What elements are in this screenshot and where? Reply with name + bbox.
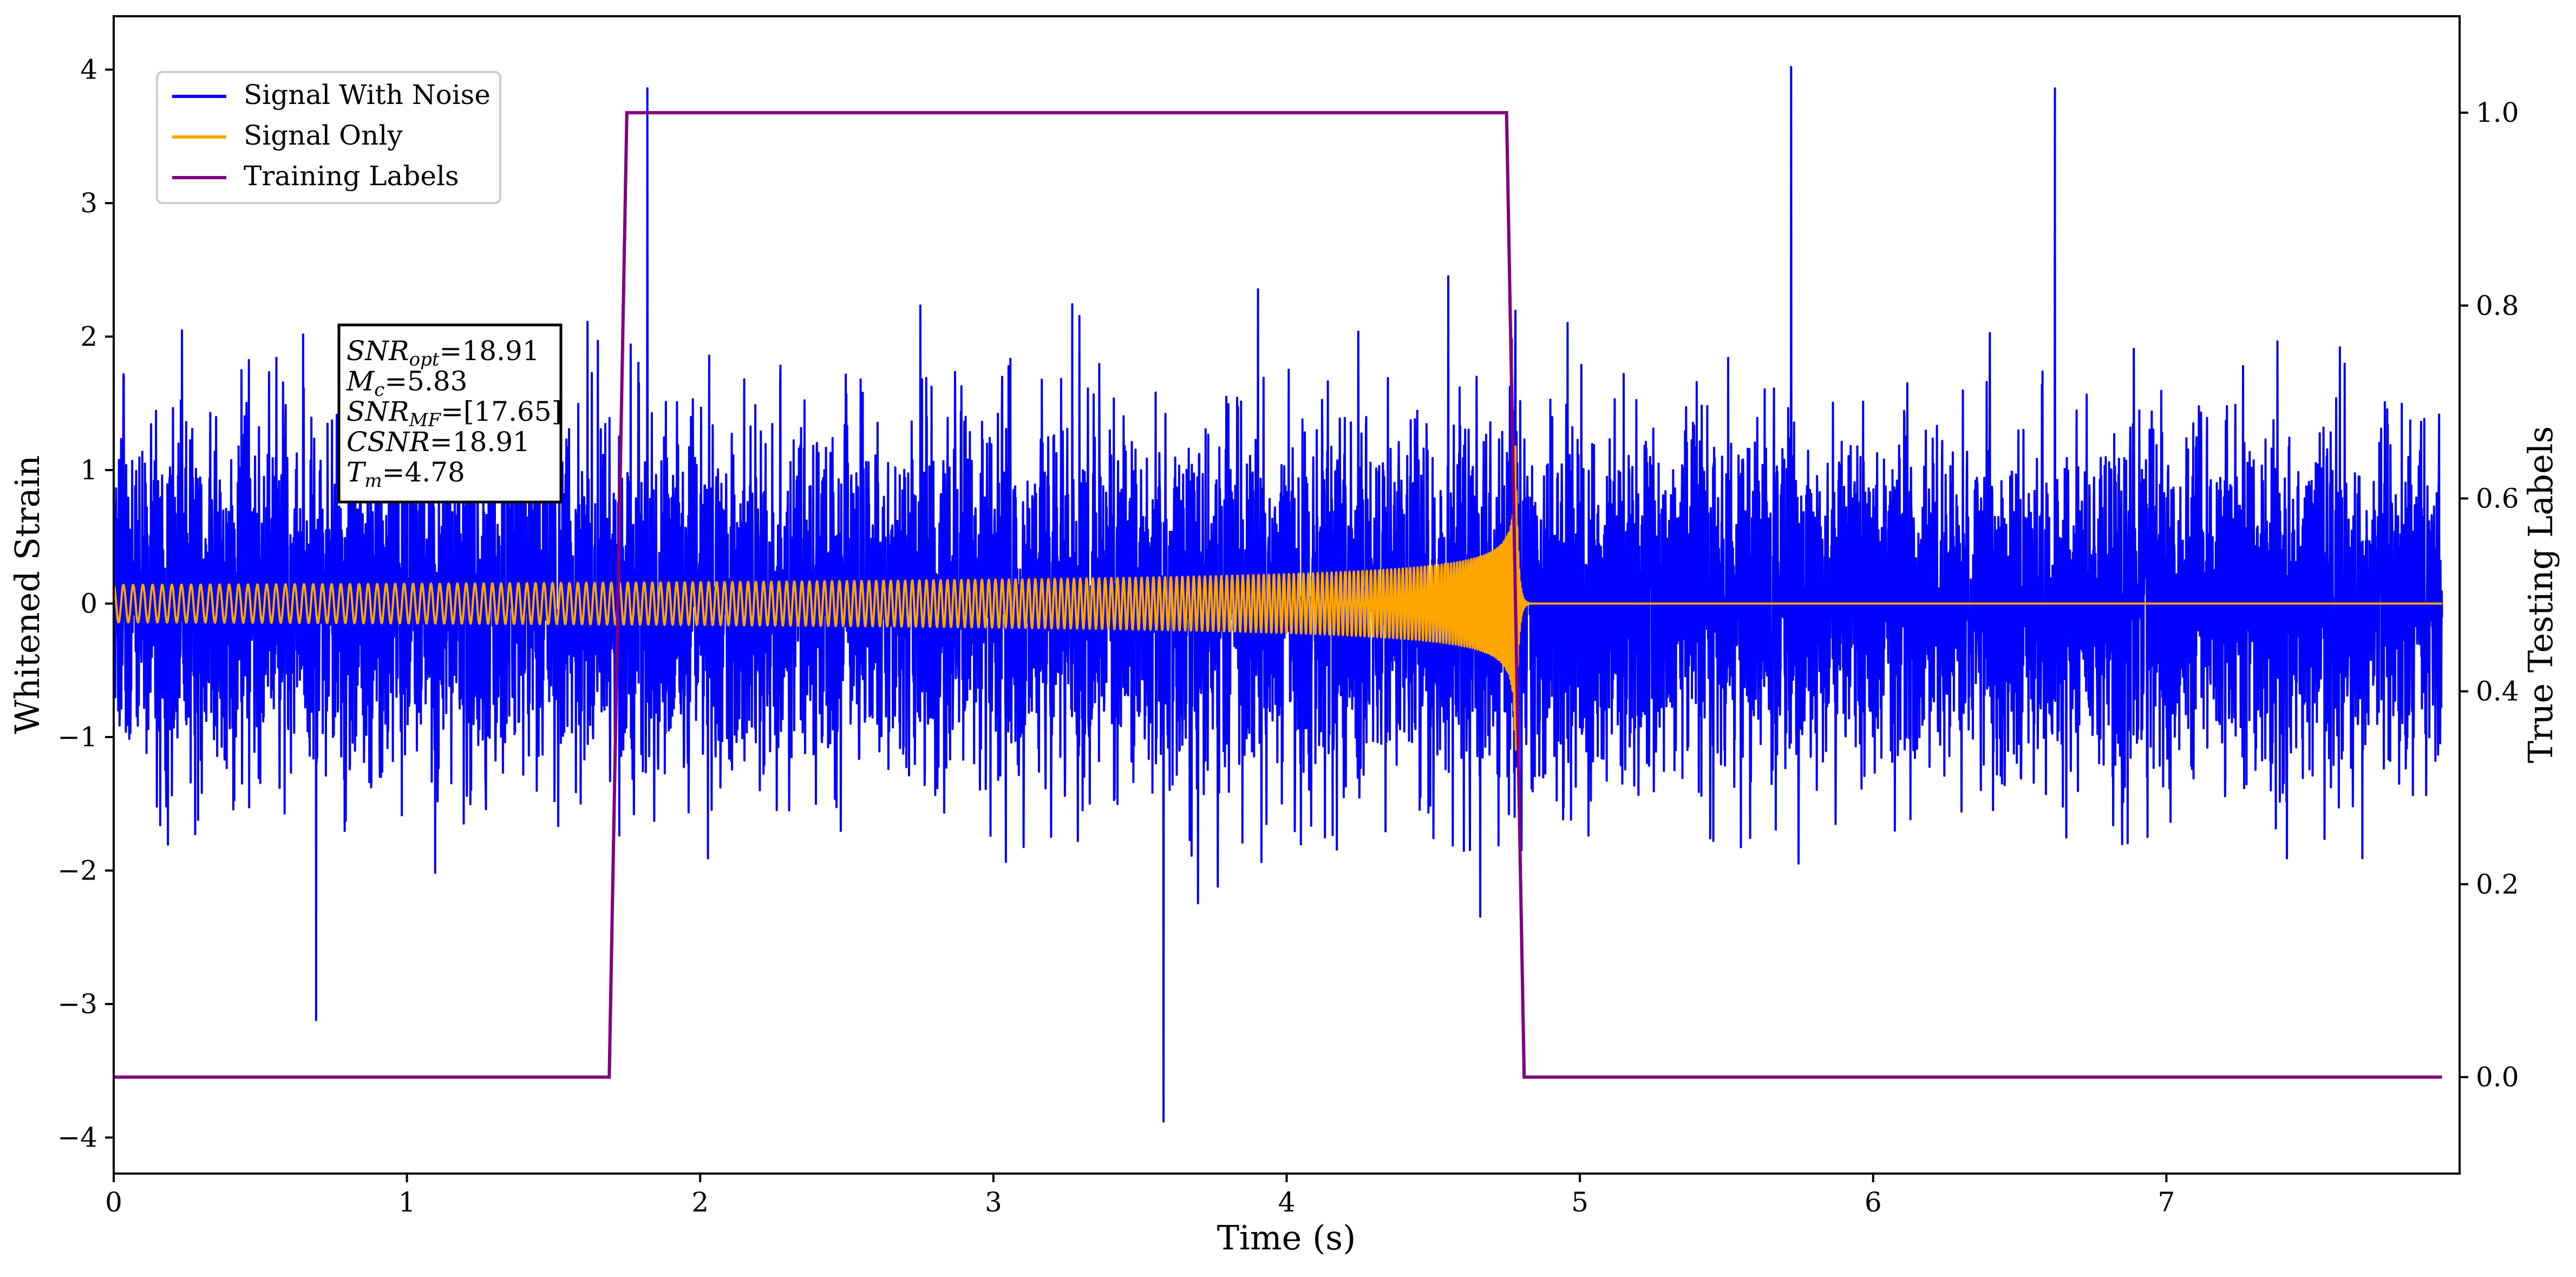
y-axis-left-label: Whitened Strain bbox=[8, 455, 47, 734]
annotation-line: Tm=4.78 bbox=[346, 457, 465, 492]
y-left-tick-label: −4 bbox=[57, 1122, 97, 1153]
x-tick-label: 4 bbox=[1278, 1187, 1296, 1218]
y-right-tick-label: 0.4 bbox=[2476, 676, 2519, 707]
y-right-tick-label: 0.8 bbox=[2476, 290, 2519, 321]
y-right-tick-label: 0.0 bbox=[2476, 1061, 2519, 1093]
annotation-line: SNRopt=18.91 bbox=[346, 335, 540, 370]
x-tick-label: 3 bbox=[985, 1187, 1002, 1218]
x-tick-label: 6 bbox=[1865, 1187, 1882, 1218]
legend: Signal With Noise Signal Only Training L… bbox=[156, 71, 501, 204]
x-tick-label: 7 bbox=[2157, 1187, 2175, 1218]
x-tick-label: 2 bbox=[691, 1187, 709, 1218]
x-tick-label: 1 bbox=[398, 1187, 416, 1218]
series-training-labels bbox=[114, 111, 2442, 1079]
x-axis-label: Time (s) bbox=[1217, 1218, 1356, 1258]
y-left-tick-label: −3 bbox=[57, 988, 97, 1020]
y-right-tick-label: 1.0 bbox=[2476, 97, 2519, 128]
legend-label-signal: Signal Only bbox=[244, 120, 403, 151]
y-axis-right-label: True Testing Labels bbox=[2521, 426, 2560, 764]
annotation-line: CSNR=18.91 bbox=[346, 426, 530, 458]
annotation-lines: SNRopt=18.91Mc=5.83SNRMF=[17.65]CSNR=18.… bbox=[346, 335, 562, 492]
annotation-line: Mc=5.83 bbox=[346, 366, 467, 401]
legend-label-noise: Signal With Noise bbox=[244, 79, 491, 110]
y-left-tick-label: 3 bbox=[80, 187, 97, 219]
y-right-tick-label: 0.2 bbox=[2476, 869, 2519, 900]
y-left-tick-label: 2 bbox=[80, 321, 97, 353]
y-right-tick-label: 0.6 bbox=[2476, 483, 2519, 514]
y-left-tick-label: 4 bbox=[80, 54, 97, 86]
legend-label-labels: Training Labels bbox=[244, 160, 459, 192]
y-axis-right: 0.0 0.2 0.4 0.6 0.8 1.0 bbox=[2460, 97, 2519, 1093]
y-left-tick-label: −1 bbox=[57, 721, 97, 753]
x-tick-label: 0 bbox=[105, 1187, 122, 1218]
y-left-tick-label: 1 bbox=[80, 454, 97, 486]
y-left-tick-label: −2 bbox=[57, 855, 97, 886]
series-layer bbox=[114, 66, 2443, 1123]
series-signal-only bbox=[114, 445, 2443, 751]
annotation-box: SNRopt=18.91Mc=5.83SNRMF=[17.65]CSNR=18.… bbox=[337, 323, 563, 504]
y-left-tick-label: 0 bbox=[80, 588, 97, 620]
x-tick-label: 5 bbox=[1571, 1187, 1588, 1218]
annotation-line: SNRMF=[17.65] bbox=[346, 396, 562, 431]
x-axis: 0 1 2 3 4 5 6 7 bbox=[105, 1174, 2175, 1218]
y-axis-left: −4 −3 −2 −1 0 1 2 3 4 bbox=[57, 54, 114, 1153]
